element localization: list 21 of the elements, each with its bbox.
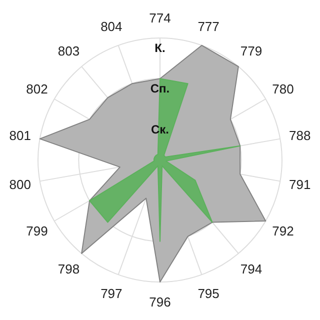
spoke-label: 779 (240, 44, 262, 59)
spoke-label: 791 (288, 177, 311, 192)
spoke-label: 780 (272, 82, 294, 96)
spoke-label: 788 (288, 128, 311, 143)
y-tick-label: К. (154, 41, 166, 55)
spoke-label: 794 (240, 261, 262, 276)
spoke-label: 802 (26, 82, 48, 96)
spoke-label: 797 (100, 286, 122, 301)
spoke-label: 803 (58, 44, 80, 59)
spoke-label: 777 (198, 19, 220, 34)
spoke-label: 801 (9, 128, 32, 143)
spoke-label: 792 (272, 224, 294, 238)
spoke-label: 799 (26, 224, 48, 238)
spoke-label: 800 (9, 177, 32, 192)
spoke-label: 798 (58, 261, 80, 276)
y-tick-label: Сп. (150, 82, 170, 96)
spoke-label: 795 (198, 286, 220, 301)
y-tick-label: Ск. (150, 122, 170, 136)
spoke-label: 796 (149, 294, 171, 310)
spoke-label: 804 (100, 19, 122, 34)
spoke-label: 774 (149, 10, 171, 26)
